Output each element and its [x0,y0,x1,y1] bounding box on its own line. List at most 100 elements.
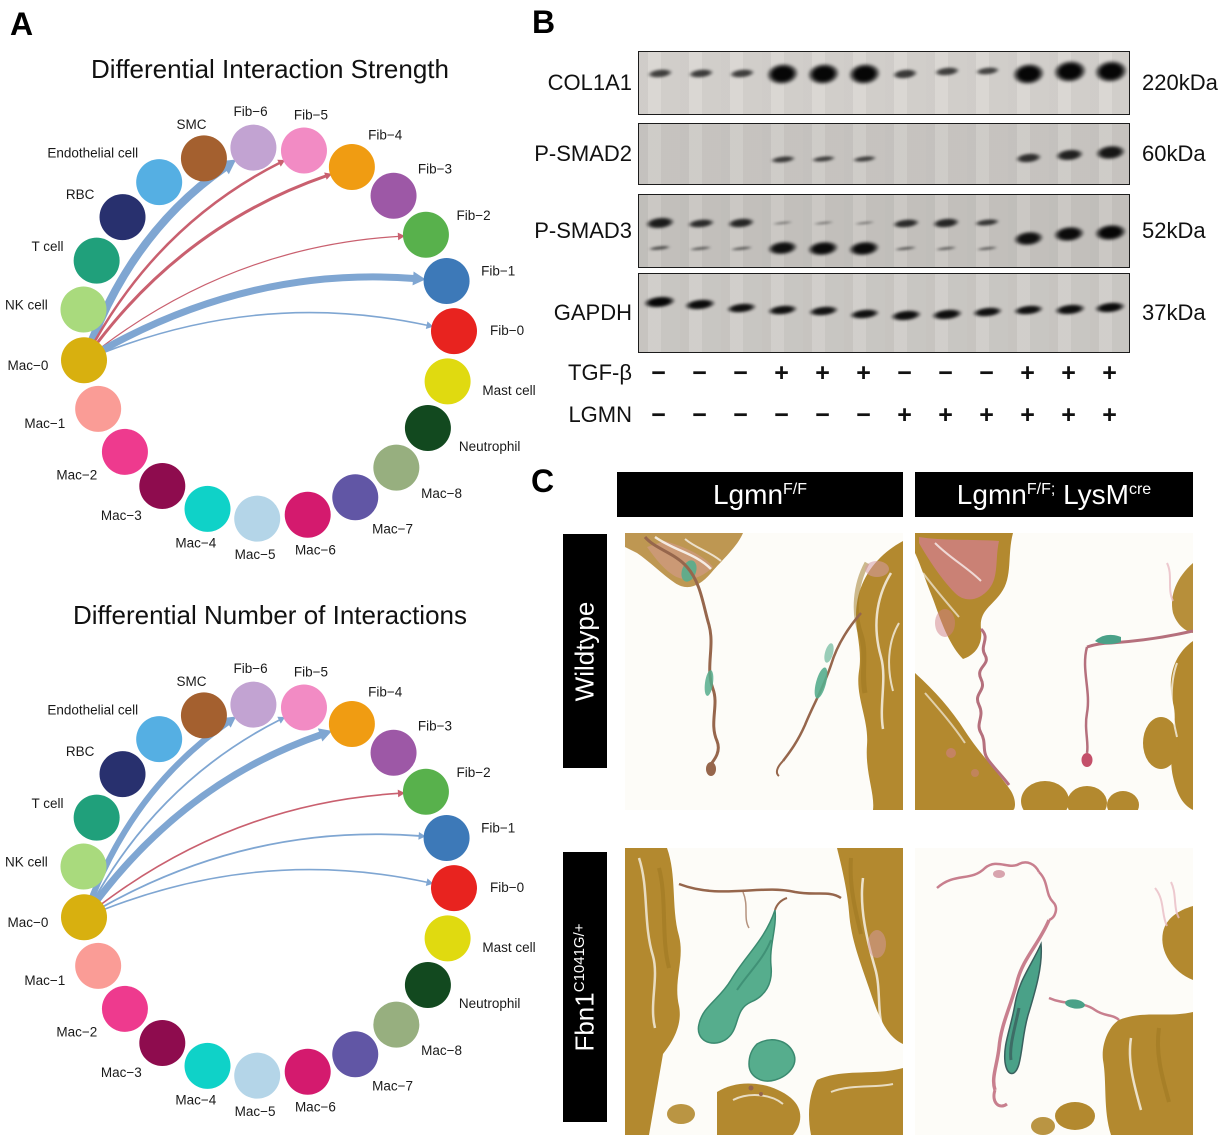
protein-band [726,216,757,230]
protein-band [1093,222,1128,243]
condition-symbol: − [815,401,830,429]
node-SMC [180,135,227,182]
node-label-Fib−6: Fib−6 [234,104,268,119]
row-label-text: Wildtype [569,601,600,701]
edge-Mac−0-to-Fib−1 [100,273,418,353]
condition-symbol: − [979,359,994,387]
node-label-SMC: SMC [177,674,207,689]
edge-arrowhead [317,728,333,742]
node-Mac−5 [234,495,281,542]
node-Mac−8 [373,1001,420,1048]
node-Fib−4 [328,143,375,190]
protein-band [765,61,800,87]
genotype-superscript: F/F; [1026,480,1056,498]
protein-band [1011,61,1046,87]
condition-symbol: + [856,359,871,387]
node-Mast cell [424,915,471,962]
protein-band [935,245,958,251]
condition-symbol: + [1020,401,1035,429]
edge-Mac−0-to-Fib−2 [101,235,400,348]
node-Mac−3 [139,463,186,510]
node-label-Mac−4: Mac−4 [175,535,216,550]
node-label-Fib−5: Fib−5 [294,665,328,680]
node-Neutrophil [404,405,451,452]
condition-symbol: − [733,401,748,429]
node-Fib−5 [280,684,327,731]
histology-art [625,533,903,810]
node-Endothelial cell [136,716,183,763]
protein-band [974,218,1001,229]
condition-symbol: + [979,401,994,429]
protein-band [643,215,675,231]
condition-symbol: − [897,359,912,387]
node-Mac−5 [234,1052,281,1099]
condition-symbol: − [733,359,748,387]
genotype-superscript2: cre [1128,480,1152,498]
histology-art [915,848,1193,1135]
condition-row-LGMN: LGMN − − − − − − + + + + + + [530,400,1229,430]
node-label-Mac−6: Mac−6 [295,1099,336,1114]
protein-band [848,307,881,321]
protein-band [891,67,920,81]
edge-Mac−0-to-Fib−0 [104,311,429,353]
histology-art [625,848,903,1135]
node-label-Fib−3: Fib−3 [418,162,452,177]
node-SMC [180,692,227,739]
node-label-Fib−0: Fib−0 [490,323,524,338]
node-Endothelial cell [136,159,183,206]
protein-band [1093,300,1128,316]
protein-band [847,61,882,87]
condition-symbol: − [651,401,666,429]
histology-wildtype-lgmnff-lysmcre [915,533,1193,810]
node-NK cell [60,286,107,333]
node-Mac−2 [101,985,148,1032]
panel-b: B COL1A1 220kDa P-SMAD2 60kDa P-SMAD3 52kDa GA… [530,0,1229,460]
histology-art [915,533,1193,810]
node-label-Fib−3: Fib−3 [418,719,452,734]
protein-band [728,67,755,80]
node-label-Mac−0: Mac−0 [7,358,48,373]
condition-symbol: + [815,359,830,387]
condition-symbol: + [1061,359,1076,387]
protein-band [807,304,840,318]
node-Mac−4 [184,1042,231,1089]
protein-band [642,294,677,310]
node-Fib−0 [430,308,477,355]
node-label-Fib−4: Fib−4 [368,684,403,699]
histology-fbn1-lgmnff-lysmcre [915,848,1193,1135]
protein-band [976,245,999,251]
node-label-Mac−2: Mac−2 [56,1024,97,1039]
protein-band [974,65,1001,76]
condition-row-TGF-β: TGF-β − − − + + + − − − + + + [530,358,1229,388]
molecular-weight-label: 220kDa [1142,70,1218,95]
node-label-Fib−4: Fib−4 [368,127,403,142]
column-header-lgmn-ff-lysm-cre: Lgmn F/F; LysM cre [915,472,1193,517]
node-Fib−6 [230,681,277,728]
node-Fib−1 [423,257,470,304]
condition-symbol: − [692,359,707,387]
protein-band [725,301,758,315]
node-label-Mac−2: Mac−2 [56,467,97,482]
condition-symbol: + [1020,359,1035,387]
column-header-lgmn-ff: Lgmn F/F [617,472,903,517]
node-Mac−6 [284,491,331,538]
protein-band [683,297,718,313]
blot-image-P-SMAD3 [638,194,1130,268]
blot-image-COL1A1 [638,51,1130,115]
protein-band [766,239,799,257]
condition-symbol: + [938,401,953,429]
node-label-Mac−3: Mac−3 [101,508,142,523]
protein-band [806,61,841,87]
node-label-SMC: SMC [177,117,207,132]
protein-band [1092,58,1129,86]
panel-b-label: B [532,4,556,40]
protein-band [686,217,715,230]
node-label-Fib−2: Fib−2 [456,208,490,223]
node-Mac−7 [332,1031,379,1078]
circle-plot-interaction-strength: Fib−6 Fib−5 Fib−4 Fib−3 Fib−2 Fib−1 Fib−0 Mast … [5,104,536,562]
condition-name: TGF-β [568,360,632,385]
node-Fib−2 [402,211,449,258]
protein-band [1052,224,1087,245]
condition-symbol: − [938,359,953,387]
protein-band [646,67,673,80]
